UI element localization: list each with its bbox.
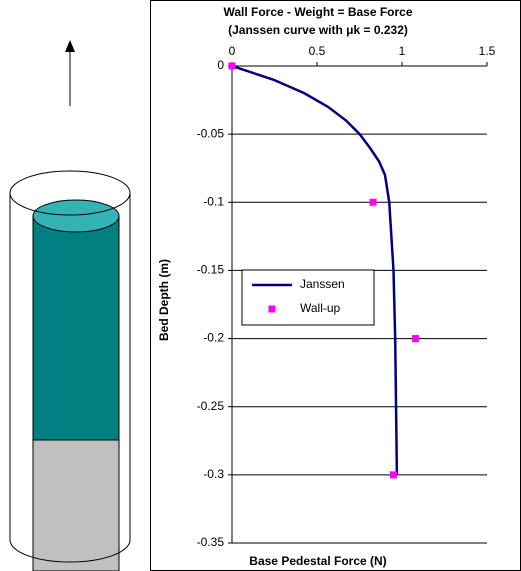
marker	[229, 63, 236, 70]
x-tick-label: 1	[399, 44, 406, 58]
y-tick-label: -0.2	[203, 331, 224, 345]
y-tick-label: -0.1	[203, 194, 224, 208]
x-tick-label: 0.5	[309, 44, 326, 58]
y-tick-label: -0.05	[197, 126, 225, 140]
y-tick-label: 0	[217, 58, 224, 72]
page: Wall Force - Weight = Base Force (Jansse…	[0, 0, 521, 571]
legend-label: Wall-up	[300, 301, 341, 315]
gray-base	[33, 440, 119, 571]
x-tick-label: 0	[229, 44, 236, 58]
marker	[390, 471, 397, 478]
y-tick-label: -0.3	[203, 467, 224, 481]
chart-title: Wall Force - Weight = Base Force	[223, 5, 412, 19]
chart-subtitle: (Janssen curve with μk = 0.232)	[228, 23, 408, 37]
y-tick-label: -0.15	[197, 263, 225, 277]
y-tick-label: -0.25	[197, 399, 225, 413]
marker	[412, 335, 419, 342]
marker	[370, 199, 377, 206]
y-axis-label: Bed Depth (m)	[157, 259, 171, 341]
x-tick-label: 1.5	[479, 44, 496, 58]
cylinder-diagram	[10, 40, 130, 571]
x-axis-label: Base Pedestal Force (N)	[249, 554, 386, 568]
teal-bed	[33, 216, 119, 440]
bed-top	[33, 200, 119, 232]
legend-marker	[269, 306, 276, 313]
arrow-head	[65, 40, 75, 52]
legend-label: Janssen	[300, 277, 345, 291]
y-tick-label: -0.35	[197, 535, 225, 549]
